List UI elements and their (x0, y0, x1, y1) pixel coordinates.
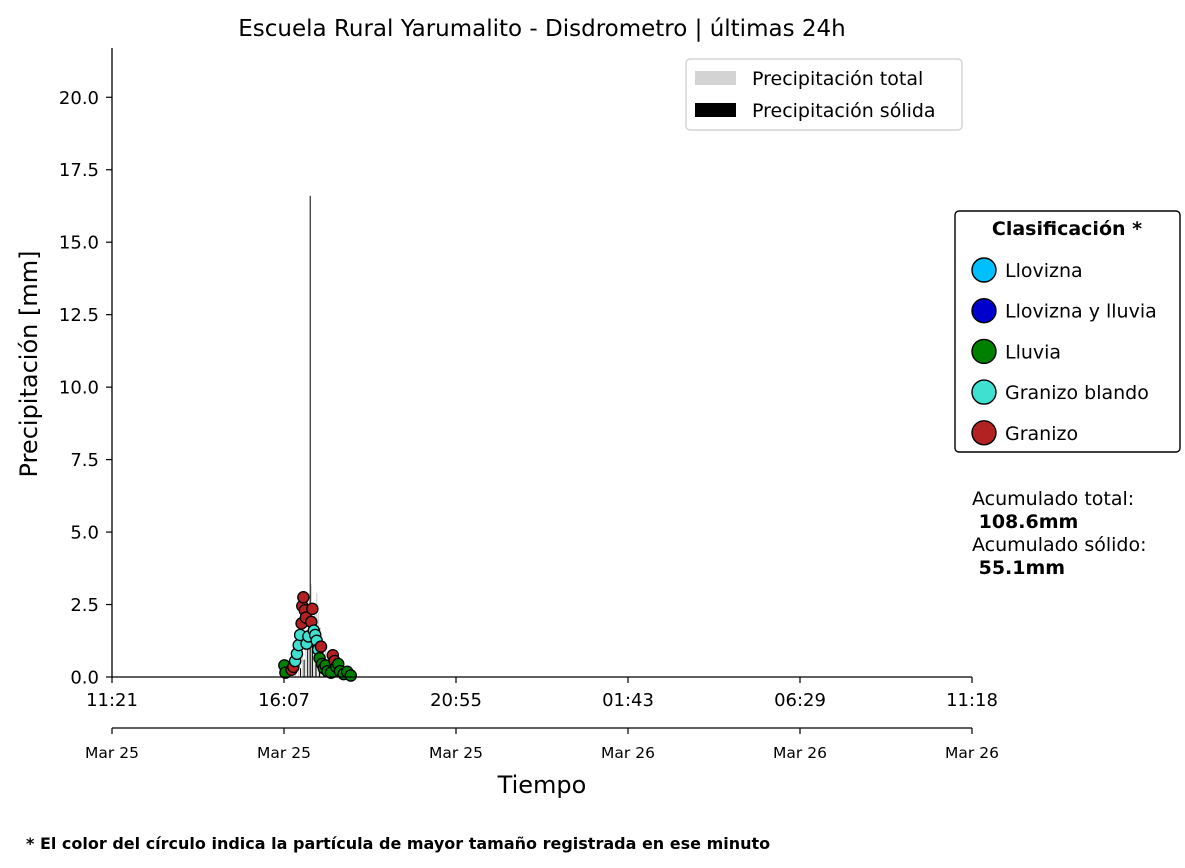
chart-title: Escuela Rural Yarumalito - Disdrometro |… (238, 16, 845, 42)
x-tick-date-label: Mar 25 (257, 744, 311, 762)
axes: 0.0 2.5 5.0 7.5 10.0 12.5 15.0 17.5 20.0 11:21 Ma… (59, 48, 999, 762)
solid-precipitation-bar (303, 659, 305, 677)
y-axis-label: Precipitación [mm] (15, 251, 43, 478)
x-tick-date-label: Mar 25 (429, 744, 483, 762)
classification-legend-marker (971, 338, 997, 365)
total-precipitation-bar (305, 630, 307, 677)
classification-legend: Clasificación * Llovizna Llovizna y lluvi… (954, 210, 1181, 453)
accumulated-summary: Acumulado total: 108.6mm Acumulado sólid… (972, 488, 1147, 579)
x-tick-time-label: 11:18 (946, 690, 998, 711)
data-point (314, 640, 328, 653)
classification-legend-label: Llovizna (1005, 260, 1083, 282)
y-tick-label: 0.0 (70, 668, 99, 689)
solid-precipitation-bar (300, 668, 302, 677)
x-tick-date-label: Mar 25 (85, 744, 139, 762)
bars-legend-label: Precipitación sólida (752, 100, 936, 122)
accumulated-solid-label: Acumulado sólido: (972, 534, 1147, 556)
x-tick-time-label: 01:43 (602, 690, 654, 711)
y-tick-label: 12.5 (59, 305, 99, 326)
classification-legend-marker (971, 298, 997, 324)
classification-legend-label: Lluvia (1005, 341, 1061, 363)
x-axis-label: Tiempo (497, 771, 587, 799)
solid-precipitation-bar (309, 195, 311, 677)
classification-legend-marker (971, 420, 997, 446)
solid-precipitation-bar (307, 642, 309, 677)
data-point (344, 669, 358, 682)
data-point (306, 602, 319, 616)
data-point (297, 591, 310, 604)
classification-points (278, 591, 358, 682)
footnote: * El color del círculo indica la partícu… (26, 834, 770, 853)
bars-legend-label: Precipitación total (752, 68, 923, 90)
classification-legend-label: Granizo (1005, 423, 1078, 445)
y-ticks: 0.0 2.5 5.0 7.5 10.0 12.5 15.0 17.5 20.0 (59, 88, 112, 689)
classification-legend-label: Llovizna y lluvia (1005, 301, 1157, 323)
classification-legend-marker (971, 379, 997, 405)
bars-legend-frame (685, 58, 963, 131)
accumulated-solid-value: 55.1mm (972, 557, 1065, 579)
x-tick-date-label: Mar 26 (601, 744, 655, 762)
x-tick-time-label: 06:29 (774, 690, 826, 711)
classification-legend-title: Clasificación * (992, 218, 1142, 240)
solid-precipitation-bar (311, 633, 313, 677)
x-tick-date-label: Mar 26 (773, 744, 827, 762)
y-tick-label: 20.0 (59, 88, 99, 109)
x-tick-time-label: 16:07 (258, 690, 310, 711)
x-tick-date-label: Mar 26 (945, 744, 999, 762)
plot-area (278, 195, 358, 682)
accumulated-total-label: Acumulado total: (972, 488, 1134, 510)
x-ticks: 11:21 Mar 25 16:07 Mar 25 20:55 Mar 25 01:43 Ma… (85, 677, 999, 762)
y-tick-label: 10.0 (59, 378, 99, 399)
y-tick-label: 15.0 (59, 233, 99, 254)
total-precipitation-bar (301, 650, 303, 677)
accumulated-total-value: 108.6mm (972, 511, 1078, 533)
y-tick-label: 17.5 (59, 160, 99, 181)
bars-legend-swatch (695, 71, 736, 85)
classification-legend-label: Granizo blando (1005, 382, 1149, 404)
x-tick-time-label: 20:55 (430, 690, 482, 711)
bars-legend: Precipitación total Precipitación sólida (685, 58, 963, 131)
classification-legend-frame (954, 210, 1181, 453)
y-tick-label: 7.5 (70, 450, 99, 471)
bars-legend-swatch (695, 103, 736, 117)
y-tick-label: 5.0 (70, 523, 99, 544)
x-tick-time-label: 11:21 (86, 690, 138, 711)
y-tick-label: 2.5 (70, 595, 99, 616)
classification-legend-marker (971, 257, 997, 283)
